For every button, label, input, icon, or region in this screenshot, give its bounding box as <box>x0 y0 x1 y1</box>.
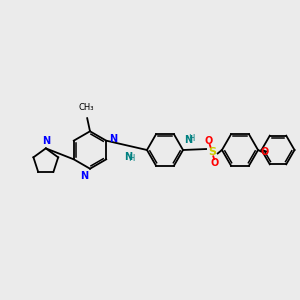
Text: N: N <box>124 152 133 162</box>
Text: N: N <box>42 136 50 146</box>
Text: N: N <box>184 135 193 145</box>
Text: O: O <box>261 147 269 157</box>
Text: CH₃: CH₃ <box>78 103 94 112</box>
Text: S: S <box>208 147 216 157</box>
Text: O: O <box>211 158 219 168</box>
Text: H: H <box>128 154 135 163</box>
Text: N: N <box>109 134 117 144</box>
Text: N: N <box>80 171 88 181</box>
Text: O: O <box>205 136 213 146</box>
Text: H: H <box>188 134 195 143</box>
